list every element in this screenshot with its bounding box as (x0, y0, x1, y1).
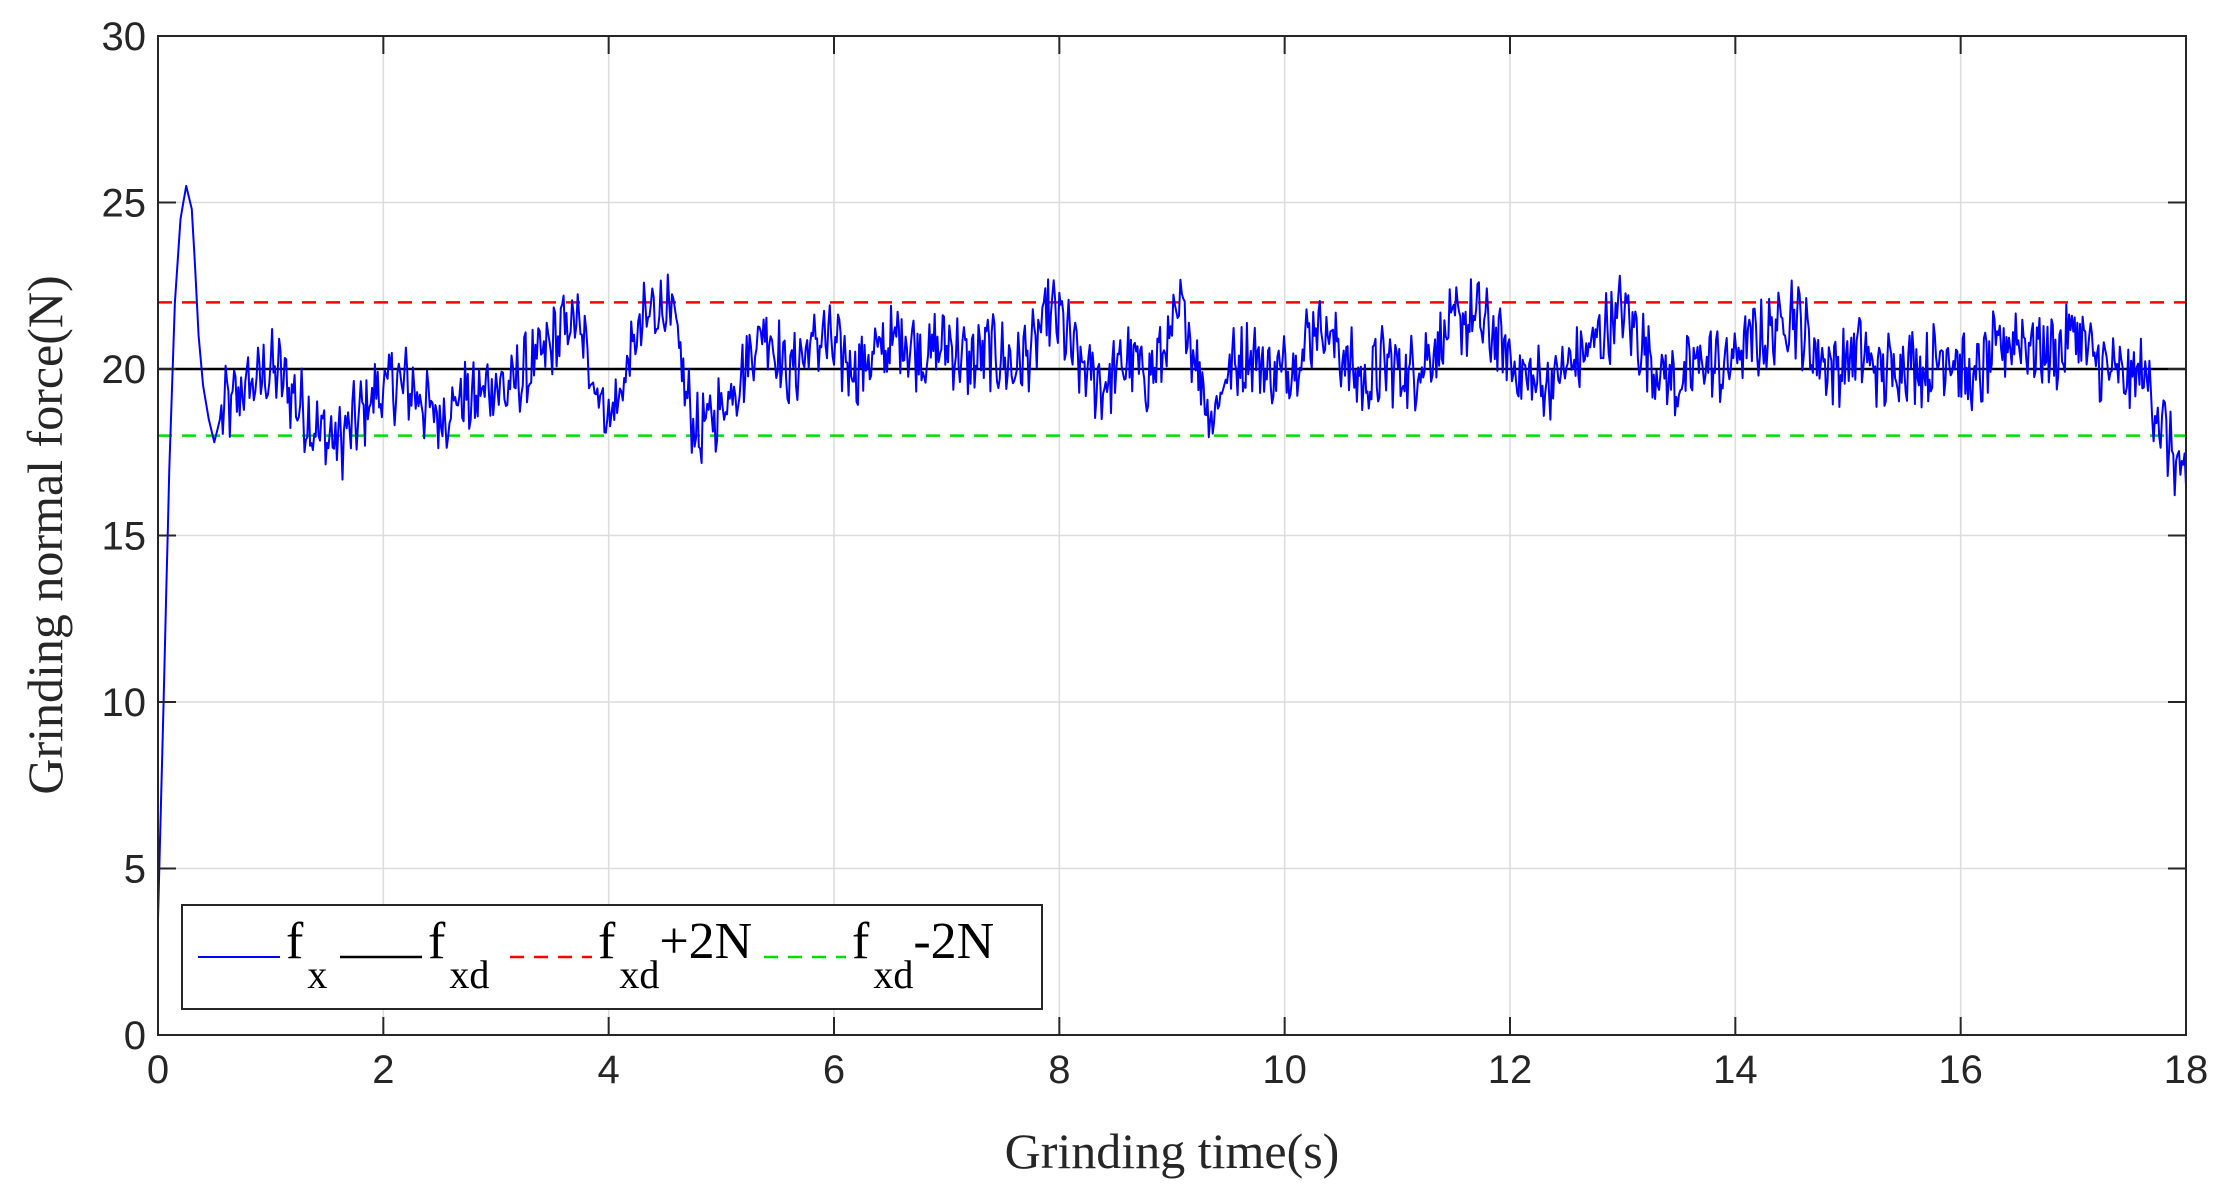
legend-label-fx: fx (286, 913, 327, 997)
legend-label-fxd-plus: fxd+2N (598, 913, 752, 997)
x-tick-label: 16 (1938, 1048, 1983, 1092)
y-tick-label: 10 (102, 681, 147, 725)
y-tick-label: 0 (124, 1014, 146, 1058)
legend-label-fxd: fxd (428, 913, 489, 997)
legend-suffix-fxd-minus: -2N (913, 913, 994, 970)
legend-main-fxd: f (428, 913, 446, 970)
y-tick-label: 5 (124, 848, 146, 892)
x-tick-label: 10 (1262, 1048, 1307, 1092)
x-tick-label: 4 (598, 1048, 620, 1092)
x-axis-title: Grinding time(s) (1005, 1123, 1340, 1179)
legend-sub-fx: x (307, 952, 327, 997)
tick-labels: 0 2 4 6 8 10 12 14 16 18 0 5 10 15 20 25 30 (102, 15, 2209, 1092)
series-line-fx (158, 184, 2186, 919)
axis-ticks (157, 35, 2187, 1036)
y-tick-label: 25 (102, 182, 147, 226)
legend-box (181, 904, 1043, 1010)
legend-sub-fxd: xd (449, 952, 489, 997)
legend-sub-fxd-plus: xd (619, 952, 659, 997)
x-tick-label: 6 (823, 1048, 845, 1092)
y-axis-title: Grinding normal force(N) (17, 275, 73, 794)
legend-suffix-fxd-plus: +2N (659, 913, 752, 970)
legend-main-fxd-minus: f (852, 913, 870, 970)
x-tick-label: 8 (1048, 1048, 1070, 1092)
x-tick-label: 0 (147, 1048, 169, 1092)
legend-main-fxd-plus: f (598, 913, 616, 970)
y-tick-label: 15 (102, 515, 147, 559)
x-tick-label: 14 (1713, 1048, 1758, 1092)
y-tick-label: 30 (102, 15, 147, 59)
x-tick-label: 2 (372, 1048, 394, 1092)
y-tick-label: 20 (102, 348, 147, 392)
series-layer (158, 184, 2186, 919)
legend: fx fxd fxd+2N fxd-2N (181, 904, 1043, 1010)
x-tick-label: 18 (2164, 1048, 2209, 1092)
x-tick-label: 12 (1488, 1048, 1533, 1092)
legend-sub-fxd-minus: xd (873, 952, 913, 997)
legend-main-fx: f (286, 913, 304, 970)
legend-label-fxd-minus: fxd-2N (852, 913, 994, 997)
